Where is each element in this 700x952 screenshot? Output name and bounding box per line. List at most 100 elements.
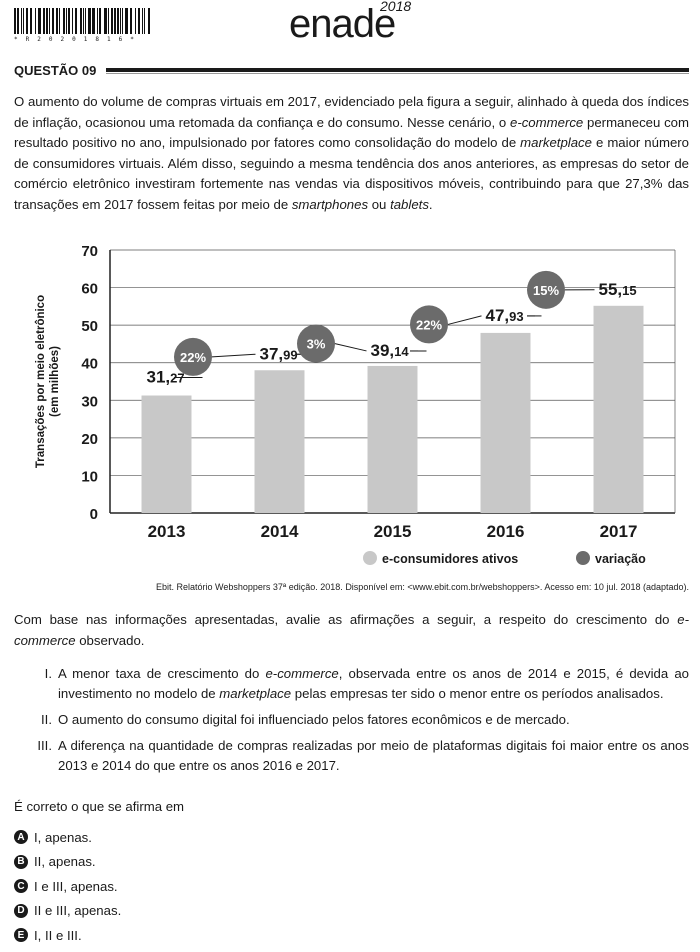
text-run: A diferença na quantidade de compras rea… [58,738,689,773]
statement-item: II. O aumento do consumo digital foi infl… [36,710,689,730]
legend-label-consumers: e-consumidores ativos [382,552,518,566]
bar-2016 [480,332,531,513]
y-tick-label: 70 [81,243,98,260]
legend-marker-variation [576,551,590,565]
enade-logo: enade [289,2,396,46]
statement-item: III. A diferença na quantidade de compras… [36,736,689,776]
y-tick-label: 20 [81,431,98,448]
data-label-2016: 47,93 [486,306,524,325]
bar-2013 [141,395,192,513]
text-run: , observada entre os anos de 2014 e 2015… [58,666,689,701]
bar-2015 [367,365,418,513]
barcode-bar [108,8,109,34]
variation-label: 3% [307,337,326,352]
barcode-bar [43,8,45,34]
x-tick-label: 2016 [487,522,525,541]
barcode-bar [56,8,58,34]
barcode-bar [75,8,77,34]
barcode-bar [85,8,86,34]
y-axis-label: Transações por meio eletrônico [35,295,47,468]
question-header: QUESTÃO 09 [14,63,689,79]
variation-bubble [297,324,335,363]
barcode-bar [30,8,32,34]
y-tick-label: 10 [81,468,98,485]
question-prompt: Com base nas informações apresentadas, a… [14,610,689,651]
barcode-bar [49,8,50,34]
x-tick-label: 2013 [148,522,186,541]
barcode-bar [72,8,73,34]
barcode-bar [97,8,98,34]
option-text: II, apenas. [34,854,96,870]
barcode-number: * R 2 0 2 0 1 8 1 6 * [14,36,137,43]
option-b[interactable]: B II, apenas. [14,850,121,875]
option-a[interactable]: A I, apenas. [14,825,121,850]
x-tick-label: 2015 [374,522,412,541]
barcode-bar [21,8,22,34]
barcode-bar [104,8,107,34]
option-c[interactable]: C I e III, apenas. [14,874,121,899]
barcode-bar [38,8,41,34]
data-label-2017: 55,15 [599,280,637,299]
text-run: ou [368,196,391,212]
statement-number: I. [44,666,52,681]
italic-term: marketplace [520,135,592,151]
connector [211,353,256,358]
italic-term: smartphones [291,196,369,212]
legend-label-variation: variação [595,552,646,566]
option-letter-badge: C [14,879,28,894]
barcode-bar [92,8,95,34]
barcode-bar [130,8,132,34]
italic-term: e-commerce [14,612,689,648]
italic-term: e-commerce [265,666,339,681]
connector [334,343,367,352]
text-run: O aumento do volume de compras virtuais … [14,94,689,130]
statement-item: I. A menor taxa de crescimento do e-comme… [36,664,689,704]
statement-number: III. [37,738,52,753]
text-run: . [428,196,433,212]
barcode-bar [52,8,54,34]
barcode-bar [59,8,60,34]
option-letter-badge: E [14,928,28,943]
barcode-bar [148,8,150,34]
variation-label: 15% [533,283,559,298]
y-tick-label: 30 [81,393,98,410]
text-run: permaneceu com resultado positivo no ano… [14,114,689,151]
italic-term: tablets [390,196,429,212]
barcode-bar [99,8,101,34]
header-rule [106,68,689,72]
barcode-bar [122,8,123,34]
bar-chart: 0 10 20 30 40 50 60 70 Transações por meio eletr… [35,243,676,566]
barcode-bar [83,8,84,34]
barcode-bar [111,8,113,34]
option-text: I, II e III. [34,927,82,943]
header-rule-thin [106,73,689,74]
option-text: I, apenas. [34,829,92,845]
option-letter-badge: A [14,830,28,845]
x-tick-label: 2017 [600,522,638,541]
option-e[interactable]: E I, II e III. [14,923,121,948]
barcode-bar [135,8,136,34]
barcode-bar [46,8,48,34]
italic-term: marketplace [219,686,292,701]
y-tick-label: 60 [81,281,98,298]
y-tick-label: 40 [81,356,98,373]
data-label-2014: 37,99 [260,344,298,363]
barcode-bar [114,8,116,34]
text-run: Com base nas informações apresentadas, a… [14,612,678,627]
variation-bubble [174,337,212,376]
data-label-2013: 31,27 [147,368,185,387]
text-run: observado. [75,632,145,648]
option-letter-badge: B [14,854,28,869]
question-label: QUESTÃO 09 [14,63,97,78]
variation-bubble [527,270,565,309]
data-label-2015: 39,14 [371,341,410,360]
barcode-bar [138,8,140,34]
logo-year: 2018 [380,0,412,14]
source-citation: Ebit. Relatório Webshoppers 37ª edição. … [156,582,689,592]
option-d[interactable]: D II e III, apenas. [14,899,121,924]
text-run: e maior número de consumidores virtuais.… [14,135,690,212]
option-text: II e III, apenas. [34,903,122,919]
option-text: I e III, apenas. [34,878,118,894]
barcode-bar [117,8,119,34]
text-run: O aumento do consumo digital foi influen… [58,712,570,727]
